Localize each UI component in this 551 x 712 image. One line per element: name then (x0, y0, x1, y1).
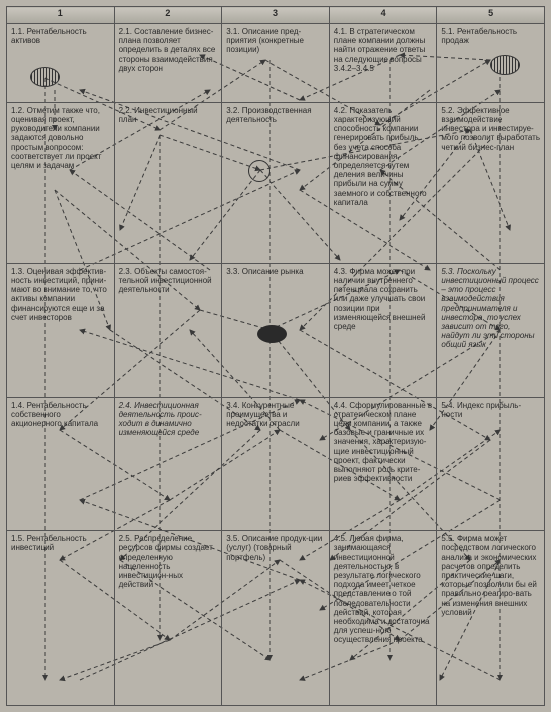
hatched-oval-icon (490, 55, 520, 75)
cell-2-2: 2.2. Инвестиционный план (114, 102, 222, 263)
col-header-3: 3 (222, 7, 330, 24)
cell-3-1: 1.3. Оценивая эффектив-ность инвестиций,… (7, 263, 115, 397)
cell-4-5: 5.4. Индекс прибыль-ности (437, 397, 545, 531)
circle-icon (248, 160, 270, 182)
diagram-page: 1 2 3 4 5 1.1. Рентабельность активов 2.… (0, 0, 551, 712)
cell-5-5: 5.5. Фирма может посредством логического… (437, 531, 545, 706)
col-header-1: 1 (7, 7, 115, 24)
cell-2-4: 4.2. Показатель характеризующий способно… (329, 102, 437, 263)
cell-5-3: 3.5. Описание продук-ции (услуг) (товарн… (222, 531, 330, 706)
solid-oval-icon (257, 325, 287, 343)
cell-5-1: 1.5. Рентабельность инвестиций (7, 531, 115, 706)
cell-1-4: 4.1. В стратегическом плане компании дол… (329, 24, 437, 103)
cell-4-4: 4.4. Сформулированные в стратегическом п… (329, 397, 437, 531)
cell-4-3: 3.4. Конкурентные преимущества и недоста… (222, 397, 330, 531)
cell-1-2: 2.1. Составление бизнес-плана позволяет … (114, 24, 222, 103)
row-2: 1.2. Отметим также что, оценивая проект,… (7, 102, 545, 263)
cell-3-2: 2.3. Объекты самостоя-тельной инвестицио… (114, 263, 222, 397)
row-4: 1.4. Рентабельность собственного акционе… (7, 397, 545, 531)
cell-2-5: 5.2. Эффективное взаимодействие инвестор… (437, 102, 545, 263)
cell-5-4: 4.5. Любая фирма, занимающаяся инвестици… (329, 531, 437, 706)
cell-3-4: 4.3. Фирма может при наличии внутреннего… (329, 263, 437, 397)
col-header-5: 5 (437, 7, 545, 24)
cell-4-2: 2.4. Инвестиционная деятельность проис-х… (114, 397, 222, 531)
cell-2-1: 1.2. Отметим также что, оценивая проект,… (7, 102, 115, 263)
matrix-table: 1 2 3 4 5 1.1. Рентабельность активов 2.… (6, 6, 545, 706)
row-5: 1.5. Рентабельность инвестиций 2.5. Расп… (7, 531, 545, 706)
col-header-4: 4 (329, 7, 437, 24)
cell-2-3: 3.2. Производственная деятельность (222, 102, 330, 263)
cell-3-5: 5.3. Поскольку инвестиционный процесс – … (437, 263, 545, 397)
row-1: 1.1. Рентабельность активов 2.1. Составл… (7, 24, 545, 103)
cell-5-2: 2.5. Распределение ресурсов фирмы создае… (114, 531, 222, 706)
cell-1-1: 1.1. Рентабельность активов (7, 24, 115, 103)
hatched-oval-icon (30, 67, 60, 87)
cell-4-1: 1.4. Рентабельность собственного акционе… (7, 397, 115, 531)
cell-1-3: 3.1. Описание пред-приятия (конкретные п… (222, 24, 330, 103)
col-header-2: 2 (114, 7, 222, 24)
header-row: 1 2 3 4 5 (7, 7, 545, 24)
